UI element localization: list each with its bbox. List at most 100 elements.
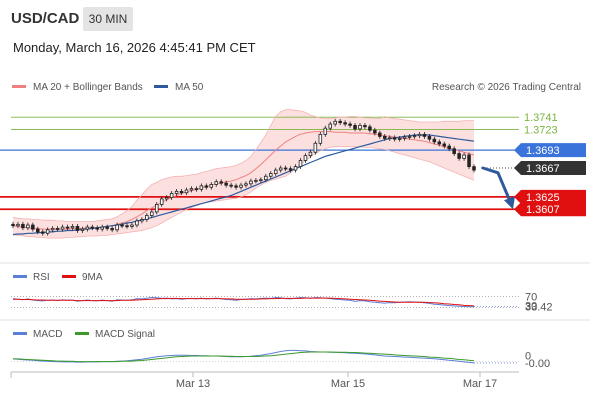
candle <box>417 131 422 139</box>
candle <box>353 123 357 132</box>
candle <box>85 224 90 232</box>
candle <box>447 143 451 152</box>
candle <box>154 202 159 215</box>
candle <box>214 179 218 187</box>
candle <box>16 221 20 229</box>
candle <box>159 196 164 207</box>
candle <box>174 188 179 196</box>
candle <box>298 158 303 170</box>
candle <box>427 134 432 142</box>
candle <box>278 165 283 173</box>
rsi-ma-legend-swatch <box>62 275 76 278</box>
macd-zero-label: 0 <box>525 350 531 362</box>
candle <box>437 139 442 147</box>
candle <box>397 136 402 142</box>
rsi-last-value-label: 33.42 <box>525 302 553 314</box>
candle <box>229 182 233 189</box>
candle <box>328 121 333 131</box>
candle <box>462 152 466 161</box>
candle <box>348 121 352 128</box>
candle <box>219 179 223 186</box>
candle <box>288 166 293 173</box>
candle <box>50 226 55 233</box>
candle <box>363 123 367 130</box>
level-1-3625-tag <box>514 189 586 204</box>
candle <box>373 127 377 136</box>
candle <box>368 124 372 133</box>
x-tick-label-mar17: Mar 17 <box>463 378 497 390</box>
candle <box>224 180 228 188</box>
candle <box>402 134 407 141</box>
bollinger-band-fill <box>13 109 474 239</box>
candle <box>378 130 382 139</box>
rsi-ma-legend-label: 9MA <box>82 272 103 283</box>
level-1-3693-label: 1.3693 <box>526 145 560 157</box>
chart-header: USD/CAD 30 MIN Monday, March 16, 2026 4:… <box>0 0 590 66</box>
level-1-3667-tag <box>514 161 586 176</box>
forecast-path <box>481 166 512 203</box>
candle <box>244 181 248 188</box>
rsi-legend: RSI 9MA <box>13 272 103 283</box>
bollinger-lower-line <box>12 146 475 239</box>
candles <box>11 118 476 236</box>
candle <box>11 221 15 229</box>
candle <box>293 164 298 173</box>
candle <box>387 135 392 141</box>
candle <box>164 195 169 202</box>
candle <box>199 183 204 192</box>
forecast-arrowhead <box>504 196 515 210</box>
candle <box>283 165 288 172</box>
candle <box>36 226 40 235</box>
candle <box>323 125 328 137</box>
candle <box>105 224 109 231</box>
x-axis-tick-mar17: Mar 17 <box>463 372 497 390</box>
candle <box>45 227 50 236</box>
candle <box>234 183 238 190</box>
x-tick-label-mar13: Mar 13 <box>176 378 210 390</box>
ma50-legend-swatch <box>154 85 168 88</box>
candle <box>70 223 75 231</box>
candle <box>273 167 278 176</box>
candle <box>179 188 184 196</box>
macd-legend-label: MACD <box>33 329 62 340</box>
candle <box>115 222 119 233</box>
x-axis-tick-mar15: Mar 15 <box>331 372 365 390</box>
macd-legend: MACD MACD Signal <box>13 329 155 340</box>
candle <box>432 136 437 145</box>
candle <box>407 134 412 140</box>
rsi-legend-swatch <box>13 275 27 278</box>
rsi-level-30-label: 30 <box>525 301 537 313</box>
macd-panel: 0-0.00 <box>11 349 550 370</box>
x-axis-tick-mar13: Mar 13 <box>176 372 210 390</box>
candle <box>264 173 268 183</box>
price-legend: MA 20 + Bollinger Bands MA 50 Research ©… <box>12 82 581 93</box>
candle <box>259 177 263 183</box>
forecast-arrow <box>481 166 515 210</box>
candle <box>457 151 461 161</box>
candle <box>169 191 174 200</box>
candle <box>189 186 194 193</box>
x-tick-label-mar15: Mar 15 <box>331 378 365 390</box>
macd-series-macd-signal <box>12 351 475 363</box>
candle <box>110 226 114 233</box>
candle <box>313 140 318 155</box>
timeframe-button[interactable]: 30 MIN <box>83 7 133 31</box>
candle <box>90 224 95 231</box>
candle <box>412 133 417 139</box>
candle <box>338 118 342 126</box>
candle <box>204 183 209 190</box>
candle <box>100 224 104 232</box>
macd-legend-swatch <box>13 332 27 335</box>
candle <box>194 186 199 192</box>
macd-last-value-label: -0.00 <box>525 358 550 370</box>
ma20-legend-swatch <box>12 85 26 88</box>
bollinger-upper-line <box>12 109 474 223</box>
candle <box>358 123 362 132</box>
candle <box>80 226 85 233</box>
macd-signal-legend-label: MACD Signal <box>95 329 155 340</box>
level-1-3741-label: 1.3741 <box>524 112 558 124</box>
candle <box>145 213 149 222</box>
